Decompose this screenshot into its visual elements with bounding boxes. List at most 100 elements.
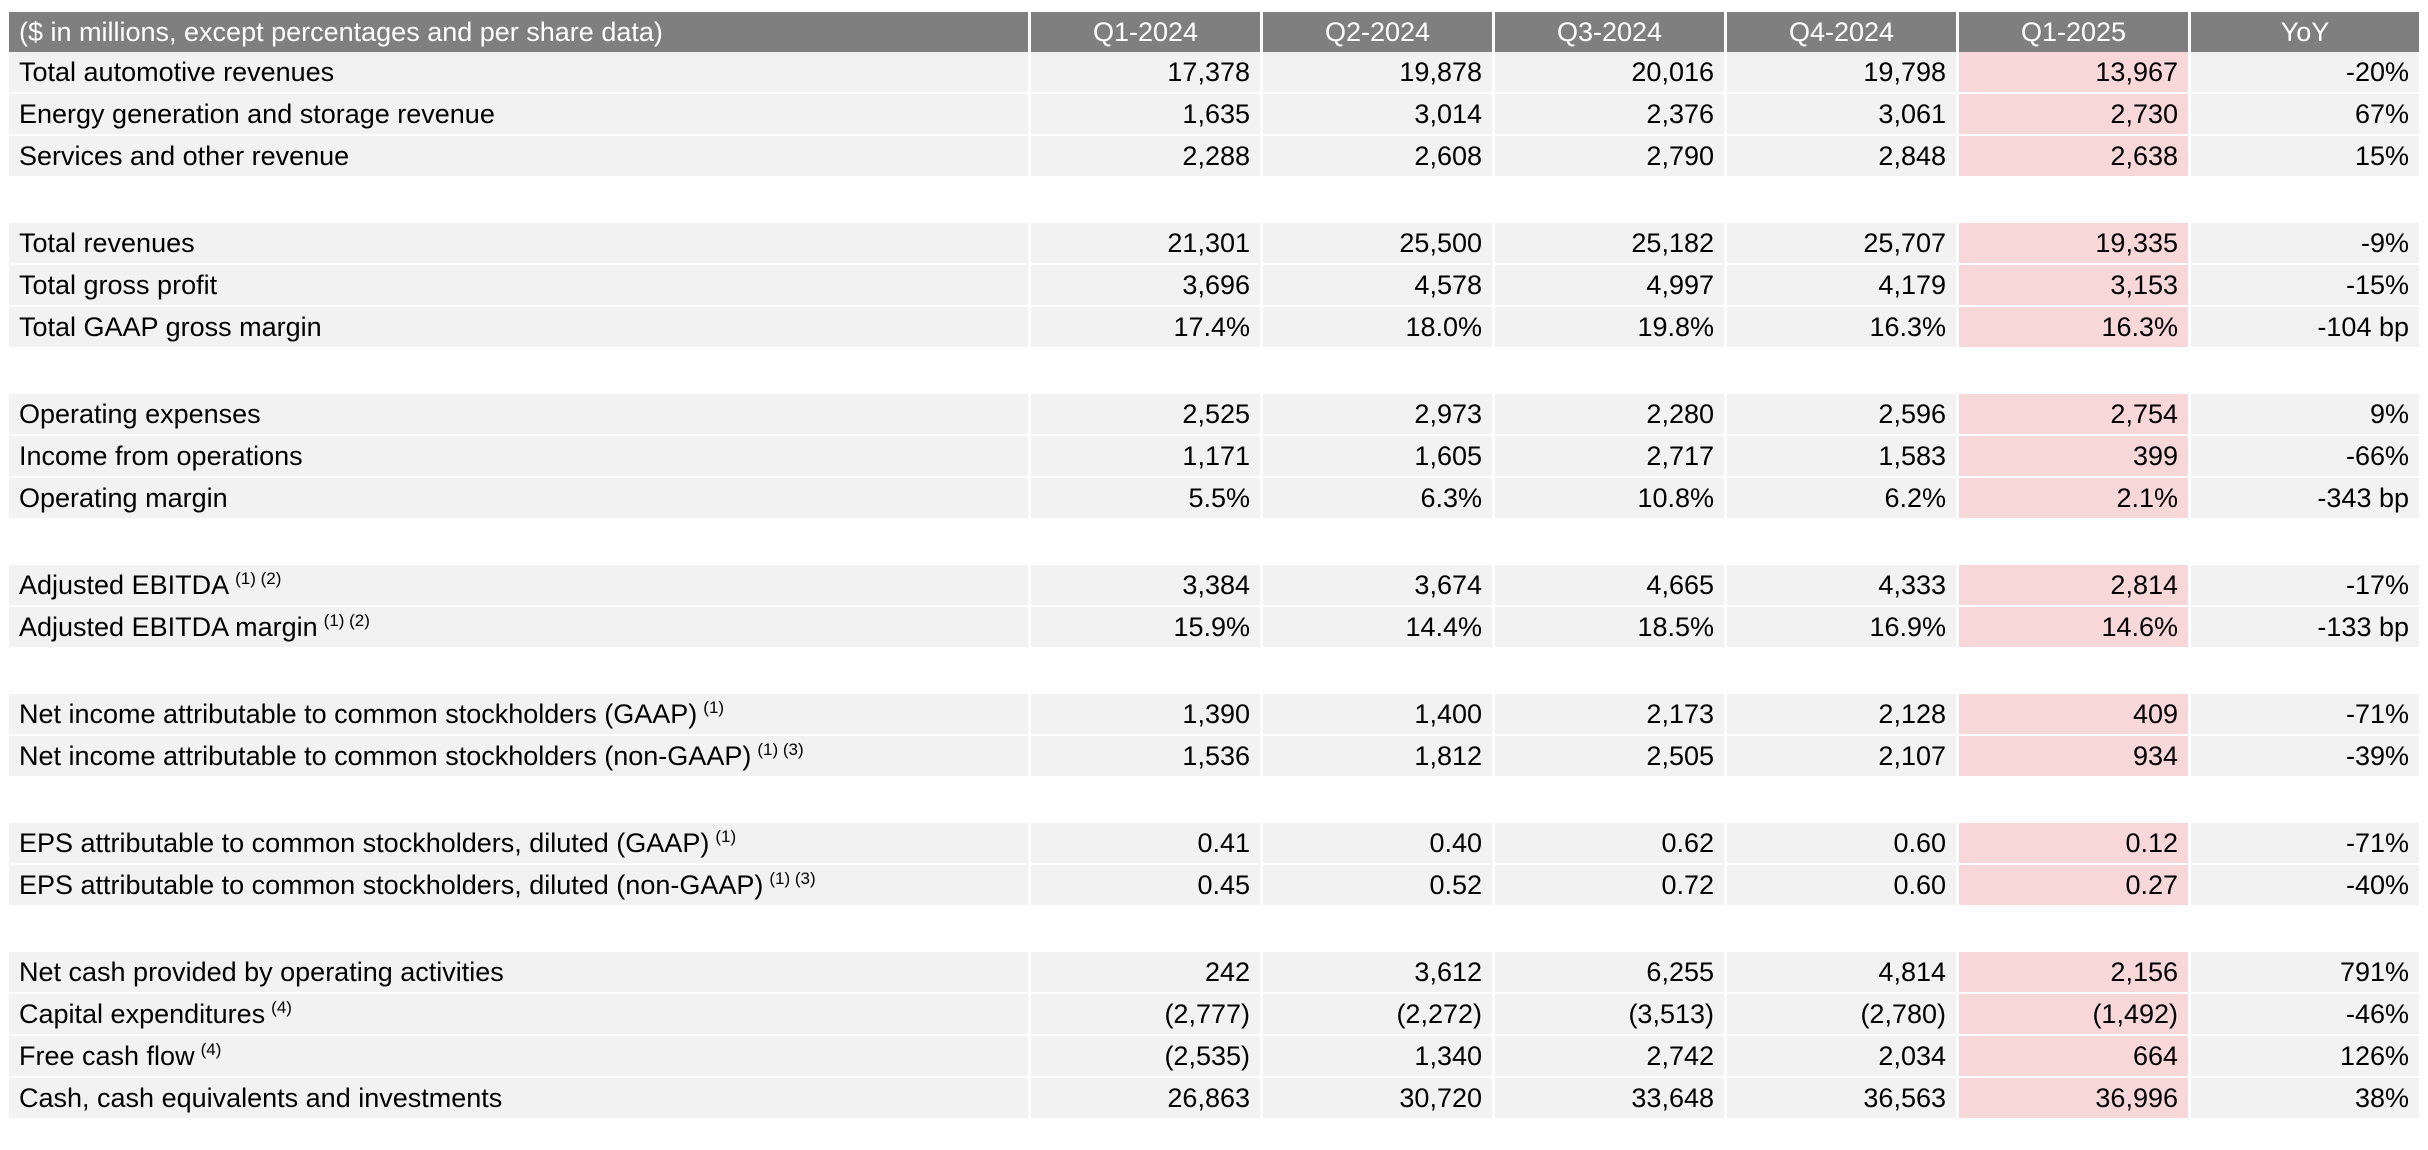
value-cell-q1-2025: 2.1%: [1959, 478, 2191, 520]
table-row: Net income attributable to common stockh…: [9, 694, 2419, 736]
value-cell-q4-2024: 0.60: [1727, 865, 1959, 907]
table-row: EPS attributable to common stockholders,…: [9, 865, 2419, 907]
row-label-cell: Energy generation and storage revenue: [9, 94, 1031, 136]
value-cell-q4-2024: 2,596: [1727, 394, 1959, 436]
table-row: Net income attributable to common stockh…: [9, 736, 2419, 778]
row-label: Capital expenditures: [19, 998, 266, 1029]
footnote-ref: (1) (3): [757, 739, 804, 759]
value-cell-q3-2024: 2,280: [1495, 394, 1727, 436]
value-cell-q3-2024: 25,182: [1495, 223, 1727, 265]
spacer-cell: [9, 778, 2419, 823]
value-cell-q1-2025: 409: [1959, 694, 2191, 736]
table-row: Services and other revenue 2,288 2,608 2,79…: [9, 136, 2419, 178]
row-label: Services and other revenue: [19, 140, 350, 171]
row-label-cell: Total automotive revenues: [9, 52, 1031, 94]
row-label-cell: Services and other revenue: [9, 136, 1031, 178]
value-cell-yoy: 15%: [2191, 136, 2419, 178]
value-cell-q2-2024: 0.40: [1263, 823, 1495, 865]
row-label-cell: Free cash flow (4): [9, 1036, 1031, 1078]
column-header-q3-2024: Q3-2024: [1495, 12, 1727, 52]
spacer-cell: [9, 649, 2419, 694]
spacer-cell: [9, 520, 2419, 565]
column-header-q1-2024: Q1-2024: [1031, 12, 1263, 52]
value-cell-q3-2024: 2,173: [1495, 694, 1727, 736]
value-cell-q3-2024: 2,717: [1495, 436, 1727, 478]
row-label: EPS attributable to common stockholders,…: [19, 869, 764, 900]
row-label: EPS attributable to common stockholders,…: [19, 827, 710, 858]
value-cell-q1-2025: 2,638: [1959, 136, 2191, 178]
table-row: Operating expenses 2,525 2,973 2,280 2,596 2,…: [9, 394, 2419, 436]
value-cell-q1-2024: 2,288: [1031, 136, 1263, 178]
value-cell-q3-2024: 6,255: [1495, 952, 1727, 994]
value-cell-q2-2024: 2,608: [1263, 136, 1495, 178]
row-label: Free cash flow: [19, 1040, 195, 1071]
value-cell-q3-2024: 2,790: [1495, 136, 1727, 178]
value-cell-q4-2024: 1,583: [1727, 436, 1959, 478]
value-cell-q4-2024: 2,128: [1727, 694, 1959, 736]
value-cell-q1-2024: 242: [1031, 952, 1263, 994]
table-row: Energy generation and storage revenue 1,6…: [9, 94, 2419, 136]
row-label-cell: Net cash provided by operating activitie…: [9, 952, 1031, 994]
value-cell-q1-2024: 21,301: [1031, 223, 1263, 265]
value-cell-q3-2024: (3,513): [1495, 994, 1727, 1036]
row-label-cell: Total GAAP gross margin: [9, 307, 1031, 349]
footnote-ref: (1) (3): [769, 868, 816, 888]
value-cell-q1-2025: 36,996: [1959, 1078, 2191, 1120]
row-label-cell: Net income attributable to common stockh…: [9, 694, 1031, 736]
value-cell-q1-2024: 1,536: [1031, 736, 1263, 778]
table-row: Total gross profit 3,696 4,578 4,997 4,179 3,…: [9, 265, 2419, 307]
group-spacer: [9, 178, 2419, 223]
value-cell-q2-2024: 1,400: [1263, 694, 1495, 736]
value-cell-yoy: 791%: [2191, 952, 2419, 994]
row-label: Adjusted EBITDA margin: [19, 611, 318, 642]
value-cell-q4-2024: 2,034: [1727, 1036, 1959, 1078]
table-body: Total automotive revenues 17,378 19,878 20,…: [9, 52, 2419, 1120]
value-cell-q4-2024: 2,848: [1727, 136, 1959, 178]
row-label-cell: Net income attributable to common stockh…: [9, 736, 1031, 778]
value-cell-q3-2024: 2,376: [1495, 94, 1727, 136]
value-cell-q1-2025: 2,156: [1959, 952, 2191, 994]
row-label-cell: Total revenues: [9, 223, 1031, 265]
table-row: Operating margin 5.5% 6.3% 10.8% 6.2% 2.1% -34…: [9, 478, 2419, 520]
value-cell-q1-2025: 0.12: [1959, 823, 2191, 865]
value-cell-q4-2024: 36,563: [1727, 1078, 1959, 1120]
value-cell-q1-2025: 13,967: [1959, 52, 2191, 94]
row-label-cell: Operating expenses: [9, 394, 1031, 436]
value-cell-q4-2024: (2,780): [1727, 994, 1959, 1036]
spacer-cell: [9, 349, 2419, 394]
value-cell-q1-2025: 0.27: [1959, 865, 2191, 907]
row-label: Operating margin: [19, 482, 228, 513]
value-cell-q1-2024: 26,863: [1031, 1078, 1263, 1120]
table-row: Free cash flow (4) (2,535) 1,340 2,742 2,034 6…: [9, 1036, 2419, 1078]
footnote-ref: (1): [715, 826, 737, 846]
value-cell-q1-2024: 1,171: [1031, 436, 1263, 478]
value-cell-q2-2024: 6.3%: [1263, 478, 1495, 520]
value-cell-q1-2024: 5.5%: [1031, 478, 1263, 520]
value-cell-q4-2024: 4,814: [1727, 952, 1959, 994]
row-label: Total GAAP gross margin: [19, 311, 322, 342]
value-cell-q2-2024: 25,500: [1263, 223, 1495, 265]
value-cell-q4-2024: 3,061: [1727, 94, 1959, 136]
value-cell-q1-2024: 17,378: [1031, 52, 1263, 94]
row-label-cell: Income from operations: [9, 436, 1031, 478]
value-cell-q4-2024: 4,333: [1727, 565, 1959, 607]
table-row: Cash, cash equivalents and investments 26…: [9, 1078, 2419, 1120]
value-cell-q2-2024: 3,612: [1263, 952, 1495, 994]
value-cell-q4-2024: 16.9%: [1727, 607, 1959, 649]
table-row: Income from operations 1,171 1,605 2,717 1,5…: [9, 436, 2419, 478]
value-cell-q1-2025: (1,492): [1959, 994, 2191, 1036]
value-cell-q1-2024: (2,535): [1031, 1036, 1263, 1078]
value-cell-q1-2024: 17.4%: [1031, 307, 1263, 349]
value-cell-q4-2024: 6.2%: [1727, 478, 1959, 520]
value-cell-q1-2024: 0.41: [1031, 823, 1263, 865]
value-cell-q3-2024: 20,016: [1495, 52, 1727, 94]
value-cell-q4-2024: 19,798: [1727, 52, 1959, 94]
column-header-q1-2025: Q1-2025: [1959, 12, 2191, 52]
header-row: ($ in millions, except percentages and p…: [9, 12, 2419, 52]
row-label: Energy generation and storage revenue: [19, 98, 495, 129]
row-label: Net income attributable to common stockh…: [19, 698, 698, 729]
value-cell-q1-2024: 0.45: [1031, 865, 1263, 907]
value-cell-q2-2024: 30,720: [1263, 1078, 1495, 1120]
value-cell-yoy: 38%: [2191, 1078, 2419, 1120]
value-cell-yoy: 67%: [2191, 94, 2419, 136]
